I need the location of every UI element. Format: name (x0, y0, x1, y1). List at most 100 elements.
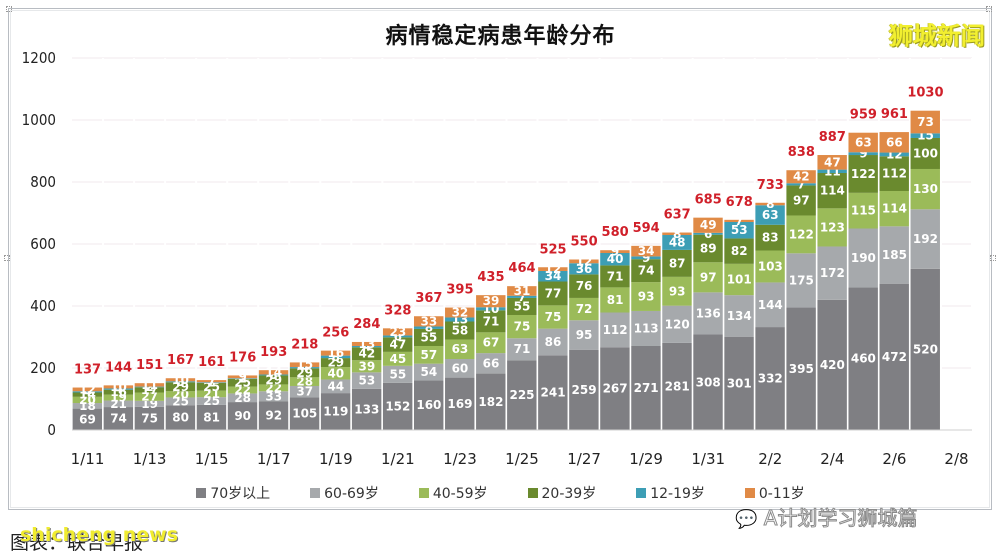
bar-segment (693, 262, 724, 293)
bar-segment (879, 190, 910, 227)
bar-segment (320, 393, 351, 430)
bar-segment (103, 407, 134, 430)
legend: 70岁以上 60-69岁 40-59岁 20-39岁 12-19岁 0-11岁 (0, 483, 1001, 503)
total-label: 161 (198, 355, 225, 370)
bar-segment (879, 152, 910, 157)
legend-swatch (527, 488, 538, 498)
bar-segment (569, 320, 599, 350)
segment-label: 60 (452, 361, 469, 375)
bar-segment (879, 156, 910, 191)
bar-segment (631, 310, 662, 346)
segment-label: 7 (797, 177, 805, 191)
bar-segment (755, 205, 786, 225)
bar-segment (351, 372, 382, 389)
segment-label: 49 (700, 218, 717, 232)
segment-label: 39 (483, 294, 500, 308)
resize-handle-top-left[interactable] (6, 6, 12, 12)
segment-label: 190 (851, 251, 876, 265)
resize-handle-left[interactable] (4, 255, 10, 261)
resize-handle-top-right[interactable] (986, 6, 992, 12)
segment-label: 472 (882, 350, 907, 364)
bar-segment (258, 391, 289, 402)
bar-segment (289, 385, 320, 398)
segment-label: 144 (758, 298, 783, 312)
bar-segment (507, 297, 537, 315)
bar-segment (724, 238, 755, 264)
segment-label: 113 (634, 321, 659, 335)
bar-segment (724, 221, 755, 239)
bar-stack: 301 134 101 82 537 678 (724, 58, 756, 430)
segment-label: 123 (820, 220, 845, 234)
segment-label: 55 (421, 330, 438, 344)
bar-segment (600, 250, 630, 253)
total-label: 838 (788, 145, 815, 160)
segment-label: 73 (917, 115, 934, 129)
bar-segment (289, 377, 320, 386)
segment-label: 152 (385, 399, 410, 413)
bar-segment (382, 335, 413, 338)
bar-segment (227, 386, 258, 394)
caption-text: 图表：联合早报 (10, 532, 144, 554)
bar-segment (693, 292, 724, 335)
bar-segment (196, 382, 227, 383)
y-tick-label: 1200 (22, 49, 56, 67)
total-label: 464 (508, 261, 535, 276)
bar-segment (507, 295, 537, 298)
segment-label: 11 (141, 378, 158, 392)
bar-segment (196, 404, 227, 430)
legend-label: 0-11岁 (758, 486, 805, 502)
total-label: 218 (291, 337, 318, 352)
segment-label: 55 (390, 367, 407, 381)
segment-label: 83 (762, 231, 779, 245)
total-label: 1030 (907, 86, 943, 101)
bar-segment (165, 405, 196, 430)
segment-label: 3 (176, 375, 184, 389)
resize-handle-right[interactable] (990, 255, 996, 261)
x-tick-label: 1/23 (443, 450, 477, 468)
segment-label: 12 (79, 382, 96, 396)
segment-label: 259 (572, 383, 597, 397)
bar-segment (538, 305, 568, 329)
bar-segment (289, 367, 320, 369)
bar-segment (538, 328, 568, 356)
segment-label: 45 (390, 352, 407, 366)
total-label: 193 (260, 345, 287, 360)
segment-label: 29 (296, 366, 313, 380)
bar-segment (72, 403, 103, 409)
segment-label: 93 (638, 290, 655, 304)
segment-label: 9 (859, 147, 867, 161)
segment-label: 115 (851, 204, 876, 218)
bar-segment (724, 263, 755, 296)
segment-label: 34 (545, 269, 562, 283)
bar-segment (351, 345, 382, 348)
segment-label: 12 (576, 254, 593, 268)
segment-label: 2 (145, 380, 153, 394)
bar-segment (258, 375, 289, 385)
x-tick-label: 1/13 (133, 450, 167, 468)
total-label: 167 (167, 353, 194, 368)
legend-item: 40-59岁 (418, 483, 488, 503)
bar-segment (227, 375, 258, 379)
segment-label: 4 (83, 385, 91, 399)
segment-label: 63 (762, 208, 779, 222)
bar-segment (320, 355, 351, 359)
bar-segment (289, 362, 320, 368)
segment-label: 86 (545, 335, 562, 349)
watermark-left: shicheng news (20, 524, 179, 546)
bar-segment (351, 388, 382, 430)
bar-segment (445, 339, 475, 360)
segment-label: 54 (421, 365, 438, 379)
segment-label: 67 (483, 336, 500, 350)
x-tick-label: 2/2 (758, 450, 782, 468)
total-label: 328 (384, 303, 411, 318)
segment-label: 13 (358, 337, 375, 351)
segment-label: 33 (265, 389, 282, 403)
watermark-right: 💬 A计划学习狮城篇 (735, 502, 918, 531)
